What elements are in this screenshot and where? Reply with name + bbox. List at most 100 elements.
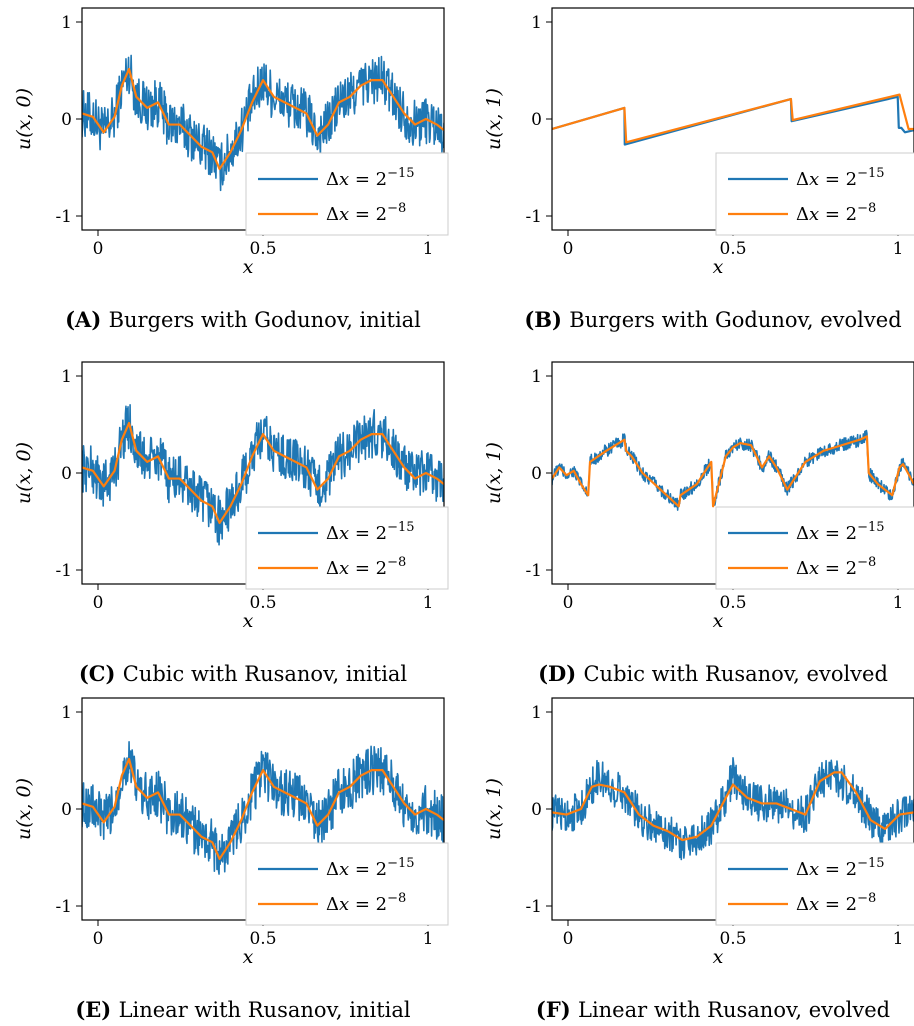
x-tick-label: 0.5 — [719, 239, 746, 259]
y-tick-label: 1 — [531, 367, 542, 387]
legend-box — [245, 152, 449, 236]
legend-box — [245, 842, 449, 926]
y-tick-label: -1 — [55, 897, 72, 917]
x-tick-label: 0 — [93, 929, 104, 949]
series-line-coarse — [552, 435, 914, 508]
panel-caption: (F) Linear with Rusanov, evolved — [536, 997, 890, 1022]
x-tick-label: 1 — [423, 929, 434, 949]
x-tick-label: 0.5 — [249, 593, 276, 613]
chart-panel-d: 0 0.5 1 -1 0 1 x u(x, 1) Δx = 2−15 Δx = 2−8 (D) Cu… — [483, 361, 914, 686]
x-axis-label: x — [243, 256, 254, 278]
chart-panel-a: 0 0.5 1 -1 0 1 x u(x, 0) Δx = 2−15 Δx = 2−8 (A) Bu… — [13, 7, 449, 332]
legend-label: Δx = 2−15 — [796, 166, 885, 190]
y-tick-label: 1 — [61, 13, 72, 33]
legend-box — [715, 152, 914, 236]
panel-caption: (B) Burgers with Godunov, evolved — [524, 307, 901, 332]
legend: Δx = 2−15 Δx = 2−8 — [715, 152, 914, 236]
y-tick-label: -1 — [55, 561, 72, 581]
legend-label: Δx = 2−15 — [796, 856, 885, 880]
legend: Δx = 2−15 Δx = 2−8 — [715, 842, 914, 926]
y-tick-label: 1 — [61, 703, 72, 723]
chart-panel-e: 0 0.5 1 -1 0 1 x u(x, 0) Δx = 2−15 Δx = 2−8 (E) Li… — [13, 697, 449, 1022]
y-tick-label: 1 — [61, 367, 72, 387]
x-tick-label: 0.5 — [249, 239, 276, 259]
x-tick-label: 0 — [93, 239, 104, 259]
series-line-coarse — [82, 67, 444, 171]
x-tick-label: 0.5 — [719, 929, 746, 949]
y-tick-label: -1 — [525, 897, 542, 917]
y-tick-label: 0 — [61, 110, 72, 130]
y-axis-label: u(x, 1) — [483, 778, 505, 840]
plot-area — [552, 757, 914, 861]
legend-label: Δx = 2−15 — [326, 520, 415, 544]
chart-panel-c: 0 0.5 1 -1 0 1 x u(x, 0) Δx = 2−15 Δx = 2−8 (C) Cu… — [13, 361, 449, 686]
x-axis-label: x — [713, 256, 724, 278]
series-line-fine — [82, 740, 444, 875]
plot-area — [82, 740, 444, 875]
x-tick-label: 0 — [563, 593, 574, 613]
y-tick-label: -1 — [525, 561, 542, 581]
x-tick-label: 0.5 — [719, 593, 746, 613]
y-tick-label: 0 — [61, 800, 72, 820]
series-line-coarse — [552, 93, 914, 144]
legend: Δx = 2−15 Δx = 2−8 — [245, 842, 449, 926]
series-line-fine — [552, 757, 914, 861]
y-axis-label: u(x, 0) — [13, 778, 35, 840]
legend-label: Δx = 2−8 — [796, 891, 876, 915]
legend-box — [245, 506, 449, 590]
series-line-fine — [552, 429, 914, 511]
legend-box — [715, 506, 914, 590]
y-axis-label: u(x, 1) — [483, 88, 505, 150]
legend-box — [715, 842, 914, 926]
panel-caption: (A) Burgers with Godunov, initial — [65, 307, 421, 332]
y-axis-label: u(x, 0) — [13, 88, 35, 150]
y-tick-label: -1 — [55, 207, 72, 227]
legend-label: Δx = 2−15 — [326, 856, 415, 880]
chart-panel-f: 0 0.5 1 -1 0 1 x u(x, 1) Δx = 2−15 Δx = 2−8 (F) Li… — [483, 697, 914, 1022]
y-tick-label: 1 — [531, 703, 542, 723]
legend: Δx = 2−15 Δx = 2−8 — [715, 506, 914, 590]
legend-label: Δx = 2−8 — [326, 555, 406, 579]
y-tick-label: 0 — [531, 464, 542, 484]
y-axis-label: u(x, 1) — [483, 442, 505, 504]
x-tick-label: 1 — [423, 239, 434, 259]
legend-label: Δx = 2−15 — [796, 520, 885, 544]
legend-label: Δx = 2−8 — [796, 555, 876, 579]
plot-area — [82, 54, 444, 192]
x-tick-label: 1 — [893, 239, 904, 259]
x-tick-label: 1 — [893, 593, 904, 613]
panel-caption: (C) Cubic with Rusanov, initial — [79, 661, 408, 686]
x-tick-label: 0 — [563, 239, 574, 259]
plot-area — [82, 404, 444, 546]
x-tick-label: 0 — [93, 593, 104, 613]
y-tick-label: 0 — [61, 464, 72, 484]
y-tick-label: 0 — [531, 110, 542, 130]
series-line-coarse — [82, 757, 444, 861]
legend-label: Δx = 2−15 — [326, 166, 415, 190]
x-axis-label: x — [713, 610, 724, 632]
x-axis-label: x — [713, 946, 724, 968]
legend-label: Δx = 2−8 — [326, 891, 406, 915]
series-line-coarse — [552, 771, 914, 842]
legend-label: Δx = 2−8 — [326, 201, 406, 225]
y-tick-label: 0 — [531, 800, 542, 820]
x-tick-label: 1 — [893, 929, 904, 949]
series-line-fine — [82, 54, 444, 192]
x-tick-label: 0.5 — [249, 929, 276, 949]
x-axis-label: x — [243, 946, 254, 968]
plot-area — [552, 429, 914, 511]
series-line-coarse — [82, 421, 444, 525]
x-tick-label: 1 — [423, 593, 434, 613]
y-tick-label: -1 — [525, 207, 542, 227]
chart-panel-b: 0 0.5 1 -1 0 1 x u(x, 1) Δx = 2−15 Δx = 2−8 (B) Bu… — [483, 7, 914, 332]
legend: Δx = 2−15 Δx = 2−8 — [245, 152, 449, 236]
x-tick-label: 0 — [563, 929, 574, 949]
legend-label: Δx = 2−8 — [796, 201, 876, 225]
panel-caption: (D) Cubic with Rusanov, evolved — [538, 661, 888, 686]
plot-area — [552, 93, 914, 146]
y-tick-label: 1 — [531, 13, 542, 33]
legend: Δx = 2−15 Δx = 2−8 — [245, 506, 449, 590]
x-axis-label: x — [243, 610, 254, 632]
panel-caption: (E) Linear with Rusanov, initial — [75, 997, 411, 1022]
